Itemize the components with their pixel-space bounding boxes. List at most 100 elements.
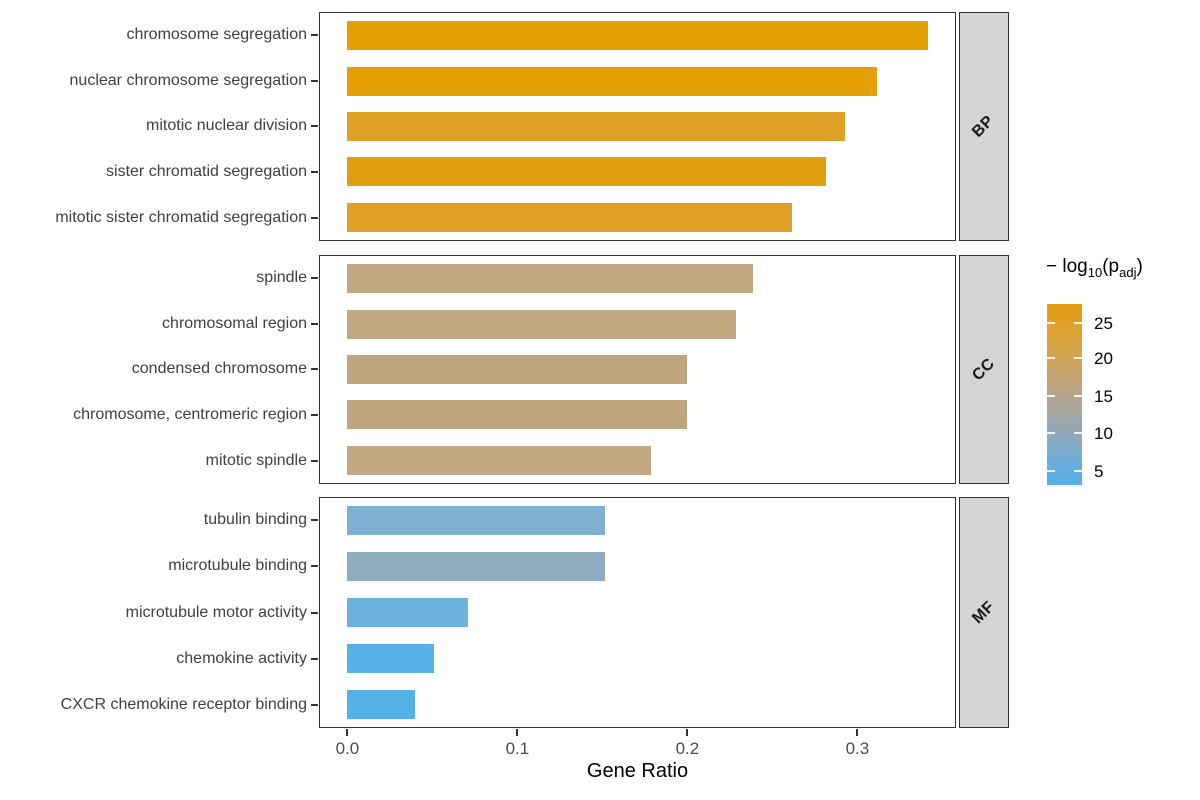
category-label: condensed chromosome	[131, 360, 307, 378]
facet-strip-label: MF	[969, 597, 999, 627]
colorbar-tick-label: 5	[1094, 462, 1104, 481]
legend-title: − log10(padj)	[1046, 256, 1143, 280]
y-axis-labels: spindle chromosomal region condensed chrom…	[0, 255, 318, 484]
category-label: spindle	[256, 268, 307, 286]
bar-row	[320, 149, 955, 194]
bar-row	[320, 195, 955, 240]
facet-strip: MF	[959, 497, 1009, 728]
bar-row	[320, 13, 955, 58]
facet-bp: chromosome segregation nuclear chromosome…	[0, 12, 1200, 241]
y-tick-mark	[311, 703, 318, 706]
x-tick-mark	[686, 729, 689, 736]
bar-row	[320, 301, 955, 346]
category-label: mitotic nuclear division	[146, 117, 307, 135]
y-tick-mark	[311, 565, 318, 568]
y-axis-label-row: microtubule binding	[0, 543, 318, 589]
y-tick-mark	[311, 322, 318, 325]
category-label: chemokine activity	[176, 649, 307, 667]
colorbar-tick-label: 20	[1094, 349, 1113, 368]
bar	[347, 112, 846, 142]
category-label: sister chromatid segregation	[106, 163, 307, 181]
y-axis-label-row: condensed chromosome	[0, 347, 318, 393]
facet-panel	[319, 12, 956, 241]
bar	[347, 264, 754, 294]
x-tick-label: 0.3	[845, 739, 870, 758]
bar	[347, 309, 737, 339]
colorbar-tick-mark	[1074, 470, 1082, 472]
category-label: mitotic spindle	[205, 452, 307, 470]
y-tick-mark	[311, 657, 318, 660]
colorbar-tick-mark	[1047, 470, 1055, 472]
colorbar-gradient: 25 20 15 10 5	[1047, 304, 1113, 485]
bar	[347, 21, 929, 51]
category-label: microtubule binding	[168, 557, 307, 575]
colorbar-tick-label: 25	[1094, 314, 1113, 333]
facet-cc: spindle chromosomal region condensed chrom…	[0, 255, 1200, 484]
y-tick-mark	[311, 414, 318, 417]
y-tick-mark	[311, 125, 318, 128]
x-tick-label: 0.0	[335, 739, 360, 758]
bar	[347, 445, 652, 475]
y-axis-label-row: sister chromatid segregation	[0, 149, 318, 195]
bar	[347, 400, 687, 430]
bar	[347, 597, 468, 627]
category-label: chromosome, centromeric region	[73, 406, 307, 424]
y-tick-mark	[311, 519, 318, 522]
category-label: microtubule motor activity	[125, 603, 307, 621]
y-tick-mark	[311, 611, 318, 614]
y-axis-labels: tubulin binding microtubule binding microt…	[0, 497, 318, 728]
y-axis-label-row: mitotic sister chromatid segregation	[0, 195, 318, 241]
colorbar-tick-mark	[1074, 357, 1082, 359]
colorbar-tick-mark	[1047, 357, 1055, 359]
bar	[347, 643, 434, 673]
y-tick-mark	[311, 276, 318, 279]
bar	[347, 202, 793, 232]
category-label: chromosomal region	[162, 314, 307, 332]
y-axis-label-row: chromosomal region	[0, 301, 318, 347]
y-axis-label-row: microtubule motor activity	[0, 589, 318, 635]
bar-row	[320, 681, 955, 727]
colorbar-tick-mark	[1074, 322, 1082, 324]
bar	[347, 552, 606, 582]
bar-row	[320, 590, 955, 636]
facet-panel	[319, 255, 956, 484]
bar	[347, 355, 687, 385]
y-axis-label-row: mitotic spindle	[0, 438, 318, 484]
x-axis: 0.0 0.1 0.2 0.3	[0, 727, 1200, 787]
y-axis-label-row: tubulin binding	[0, 497, 318, 543]
facet-strip-label: CC	[969, 354, 999, 384]
colorbar-tick-label: 15	[1094, 387, 1113, 406]
bar-row	[320, 58, 955, 103]
category-label: mitotic sister chromatid segregation	[55, 209, 307, 227]
x-tick-label: 0.2	[675, 739, 700, 758]
facet-mf: tubulin binding microtubule binding microt…	[0, 497, 1200, 728]
facet-strip: BP	[959, 12, 1009, 241]
y-tick-mark	[311, 217, 318, 220]
y-tick-mark	[311, 79, 318, 82]
x-tick-mark	[346, 729, 349, 736]
colorbar-tick-mark	[1074, 395, 1082, 397]
y-tick-mark	[311, 368, 318, 371]
category-label: tubulin binding	[203, 511, 307, 529]
y-axis-label-row: chromosome, centromeric region	[0, 392, 318, 438]
facet-strip-label: BP	[969, 111, 998, 141]
y-tick-mark	[311, 171, 318, 174]
category-label: CXCR chemokine receptor binding	[60, 695, 307, 713]
y-axis-label-row: chemokine activity	[0, 636, 318, 682]
colorbar-tick-mark	[1047, 432, 1055, 434]
bar-row	[320, 256, 955, 301]
colorbar-tick-label: 10	[1094, 424, 1113, 443]
y-axis-label-row: mitotic nuclear division	[0, 104, 318, 150]
facet-strip: CC	[959, 255, 1009, 484]
facet-panel	[319, 497, 956, 728]
y-axis-label-row: nuclear chromosome segregation	[0, 58, 318, 104]
bar-row	[320, 498, 955, 544]
y-axis-label-row: CXCR chemokine receptor binding	[0, 682, 318, 728]
category-label: chromosome segregation	[126, 25, 307, 43]
colorbar-tick-mark	[1047, 395, 1055, 397]
bar-row	[320, 392, 955, 437]
category-label: nuclear chromosome segregation	[69, 71, 307, 89]
bar	[347, 689, 415, 719]
bar	[347, 66, 878, 96]
